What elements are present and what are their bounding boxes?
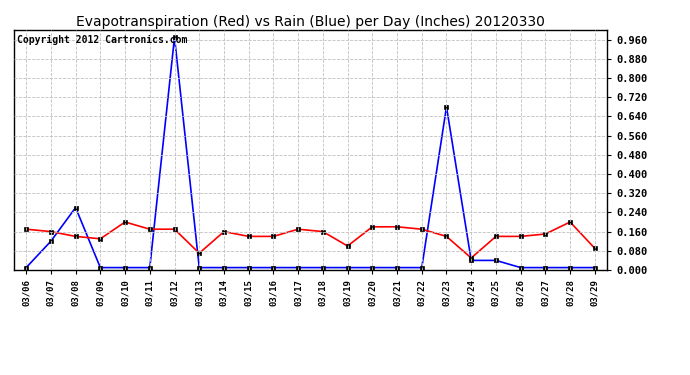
Title: Evapotranspiration (Red) vs Rain (Blue) per Day (Inches) 20120330: Evapotranspiration (Red) vs Rain (Blue) …	[76, 15, 545, 29]
Text: Copyright 2012 Cartronics.com: Copyright 2012 Cartronics.com	[17, 35, 187, 45]
